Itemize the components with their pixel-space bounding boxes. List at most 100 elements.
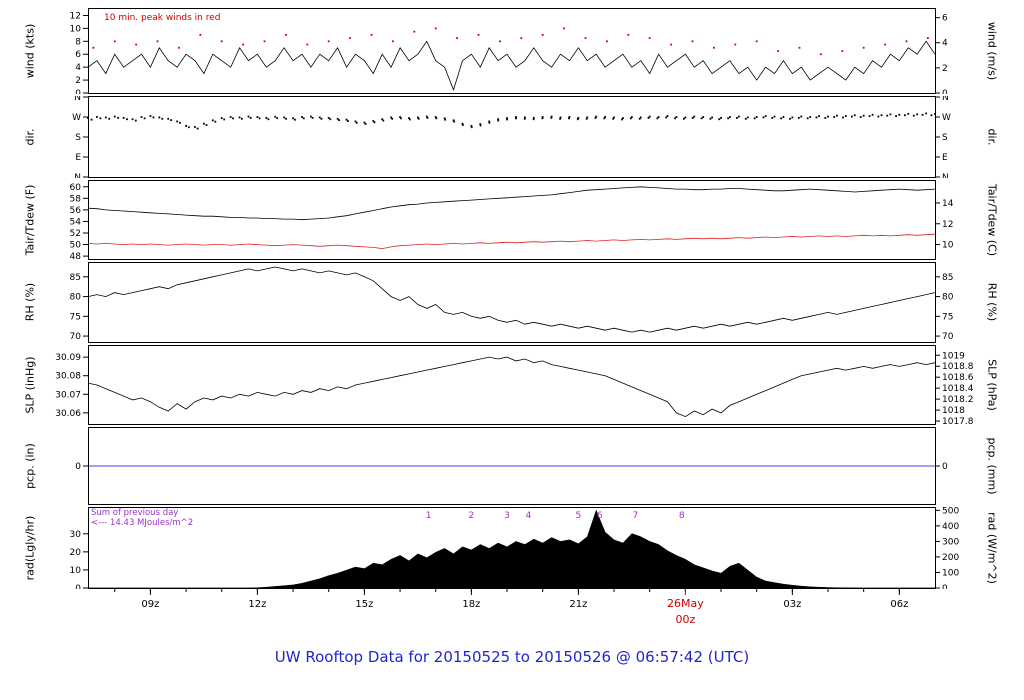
svg-text:15z: 15z: [355, 599, 373, 610]
svg-text:09z: 09z: [141, 599, 159, 610]
svg-text:7: 7: [633, 511, 639, 521]
svg-text:75: 75: [942, 312, 953, 322]
svg-text:N: N: [74, 173, 81, 178]
svg-text:2: 2: [469, 511, 475, 521]
rad-sum-note-line2: <--- 14.43 MJoules/m^2: [91, 518, 194, 528]
svg-text:52: 52: [70, 229, 81, 239]
svg-text:0: 0: [942, 462, 948, 472]
svg-text:0: 0: [75, 89, 81, 94]
axis-label-dir-right: dir.: [985, 128, 999, 146]
rad-sum-note-line1: Sum of previous day: [91, 508, 179, 518]
svg-text:54: 54: [70, 217, 82, 227]
svg-text:400: 400: [942, 522, 959, 532]
svg-text:56: 56: [70, 206, 82, 216]
svg-text:2: 2: [75, 76, 81, 86]
svg-text:85: 85: [70, 273, 81, 283]
svg-text:4: 4: [526, 511, 532, 521]
svg-text:E: E: [942, 153, 948, 163]
svg-text:8: 8: [75, 37, 81, 47]
axis-label-rad-left: rad(Lgly/hr): [23, 515, 37, 581]
svg-text:E: E: [75, 153, 81, 163]
svg-text:75: 75: [70, 312, 81, 322]
svg-text:1: 1: [426, 511, 432, 521]
svg-text:0: 0: [75, 584, 81, 589]
svg-text:S: S: [942, 133, 948, 143]
svg-text:N: N: [942, 96, 949, 103]
svg-text:10: 10: [942, 241, 954, 251]
svg-text:1019: 1019: [942, 351, 965, 361]
axis-label-wind-left: wind (kts): [23, 23, 37, 79]
svg-text:1018.6: 1018.6: [942, 373, 974, 383]
svg-text:14: 14: [942, 199, 954, 209]
svg-text:1018.2: 1018.2: [942, 395, 974, 405]
svg-text:26May: 26May: [667, 597, 704, 610]
axis-label-tair-left: Tair/Tdew (F): [23, 184, 37, 256]
svg-text:3: 3: [504, 511, 510, 521]
svg-text:30: 30: [70, 530, 82, 540]
svg-text:10: 10: [70, 566, 82, 576]
svg-text:1018.8: 1018.8: [942, 362, 974, 372]
svg-text:06z: 06z: [890, 599, 908, 610]
svg-text:0: 0: [75, 462, 81, 472]
svg-text:1018: 1018: [942, 406, 965, 416]
peak-winds-note: 10 min. peak winds in red: [104, 13, 221, 23]
svg-text:70: 70: [942, 332, 954, 342]
svg-text:1018.4: 1018.4: [942, 384, 974, 394]
x-axis: 09z 12z 15z 18z 21z 26May 00z 03z 06z: [114, 589, 908, 626]
axis-label-rh-right: RH (%): [985, 282, 999, 322]
svg-text:30.06: 30.06: [55, 409, 81, 419]
axis-label-wind-right: wind (m/s): [985, 21, 999, 81]
svg-text:6: 6: [597, 511, 603, 521]
svg-text:S: S: [75, 133, 81, 143]
svg-text:30.08: 30.08: [55, 372, 81, 382]
svg-text:8: 8: [679, 511, 685, 521]
svg-text:30.07: 30.07: [55, 390, 81, 400]
svg-text:70: 70: [70, 332, 82, 342]
svg-text:300: 300: [942, 537, 959, 547]
axis-label-pcp-left: pcp. (in): [23, 443, 37, 489]
svg-text:85: 85: [942, 273, 953, 283]
axis-label-slp-right: SLP (hPa): [985, 359, 999, 411]
svg-text:60: 60: [70, 183, 82, 193]
svg-text:48: 48: [70, 252, 82, 260]
axis-label-rad-right: rad (W/m^2): [985, 512, 999, 584]
svg-text:80: 80: [942, 293, 954, 303]
svg-text:1017.8: 1017.8: [942, 417, 974, 425]
svg-text:12: 12: [70, 11, 81, 21]
svg-text:50: 50: [70, 241, 82, 251]
svg-text:18z: 18z: [462, 599, 480, 610]
svg-text:10: 10: [70, 24, 82, 34]
axis-label-pcp-right: pcp. (mm): [985, 437, 999, 495]
svg-text:03z: 03z: [783, 599, 801, 610]
panel-wind: 0 2 4 6 8 10 12 0 2 4 6: [70, 8, 948, 94]
axis-label-slp-left: SLP (inHg): [23, 356, 37, 414]
svg-text:6: 6: [75, 50, 81, 60]
svg-text:00z: 00z: [675, 613, 695, 626]
svg-text:N: N: [942, 173, 949, 178]
svg-text:4: 4: [75, 63, 81, 73]
svg-text:12z: 12z: [248, 599, 266, 610]
svg-text:N: N: [74, 96, 81, 103]
svg-text:6: 6: [942, 14, 948, 24]
svg-text:12: 12: [942, 220, 953, 230]
panel-humidity: 70 75 80 85 70 75 80 85: [70, 262, 954, 343]
svg-text:30.09: 30.09: [55, 353, 81, 363]
svg-text:200: 200: [942, 553, 959, 563]
panel-pressure: 30.0630.0730.0830.091017.810181018.21018…: [55, 345, 974, 425]
svg-text:W: W: [72, 113, 81, 123]
svg-text:5: 5: [576, 511, 582, 521]
svg-text:21z: 21z: [569, 599, 587, 610]
svg-text:100: 100: [942, 568, 959, 578]
axis-label-tair-right: Tair/Tdew (C): [985, 183, 999, 257]
axis-label-rh-left: RH (%): [23, 282, 37, 322]
svg-text:500: 500: [942, 507, 959, 516]
svg-text:0: 0: [942, 89, 948, 94]
svg-text:2: 2: [942, 64, 948, 74]
svg-text:0: 0: [942, 584, 948, 589]
figure-title: UW Rooftop Data for 20150525 to 20150526…: [274, 648, 750, 666]
